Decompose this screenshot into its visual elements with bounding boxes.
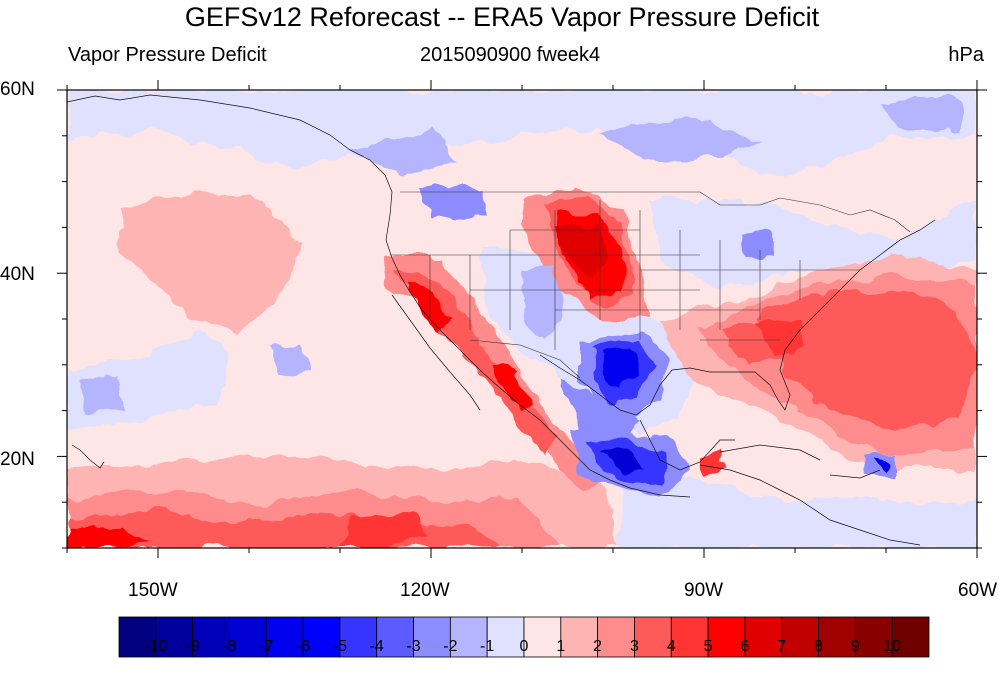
colorbar-tick-label: 2 (593, 638, 603, 655)
colorbar-tick-label: 6 (740, 638, 750, 655)
colorbar-swatch (229, 616, 267, 658)
colorbar-tick-label: 5 (703, 638, 713, 655)
map-title: GEFSv12 Reforecast -- ERA5 Vapor Pressur… (184, 2, 820, 32)
axis-ticks (57, 80, 987, 558)
colorbar-swatch (486, 616, 525, 658)
colorbar-tick-label: -5 (332, 638, 348, 655)
colorbar-swatch (818, 616, 856, 658)
colorbar-tick-label: -4 (369, 638, 384, 655)
colorbar-tick-label: -8 (222, 638, 237, 655)
colorbar-swatch (744, 616, 783, 658)
colorbar-swatch (302, 616, 341, 658)
colorbar-tick-label: 0 (519, 638, 529, 655)
colorbar-swatch (413, 616, 451, 658)
colorbar-tick-label: 7 (777, 638, 787, 655)
colorbar-tick-label: 10 (883, 638, 902, 655)
colorbar-swatch (781, 616, 819, 658)
units-label: hPa (948, 44, 984, 66)
lat-label-40n: 40N (0, 264, 35, 285)
colorbar-swatch (449, 616, 488, 658)
colorbar-tick-label: -9 (185, 638, 200, 655)
colorbar-swatch (376, 616, 414, 658)
colorbar-tick-label: 8 (814, 638, 823, 655)
colorbar-tick-label: 4 (666, 638, 676, 655)
colorbar-swatch (560, 616, 599, 658)
colorbar-tick-label: -10 (144, 638, 168, 655)
colorbar-tick-label: -1 (480, 638, 495, 655)
colorbar-swatch (118, 616, 157, 658)
border-layer (390, 191, 911, 379)
colorbar-tick-label: -3 (406, 638, 421, 655)
colorbar-tick-label: 1 (556, 638, 566, 655)
colorbar-swatch (192, 616, 230, 658)
date-label: 2015090900 fweek4 (420, 44, 601, 66)
vpd-field (67, 90, 977, 548)
colorbar-swatch (891, 616, 930, 658)
colorbar-tick-label: -7 (259, 638, 274, 655)
colorbar-tick-label: 3 (630, 638, 639, 655)
colorbar-swatch (854, 616, 893, 658)
colorbar-tick-label: 9 (850, 638, 860, 655)
colorbar (118, 616, 930, 658)
lon-label-60w: 60W (958, 580, 998, 601)
coastline-layer (66, 94, 936, 546)
colorbar-tick-label: -6 (295, 638, 311, 655)
colorbar-swatch (634, 616, 672, 658)
colorbar-tick-label: -2 (443, 638, 458, 655)
lon-label-120w: 120W (400, 580, 450, 601)
lat-label-60n: 60N (0, 79, 35, 100)
colorbar-swatch (707, 616, 746, 658)
variable-label: Vapor Pressure Deficit (68, 44, 267, 66)
lon-label-90w: 90W (684, 580, 724, 601)
lat-label-20n: 20N (0, 449, 35, 470)
lon-label-150w: 150W (128, 580, 178, 601)
colorbar-swatch (265, 616, 304, 658)
